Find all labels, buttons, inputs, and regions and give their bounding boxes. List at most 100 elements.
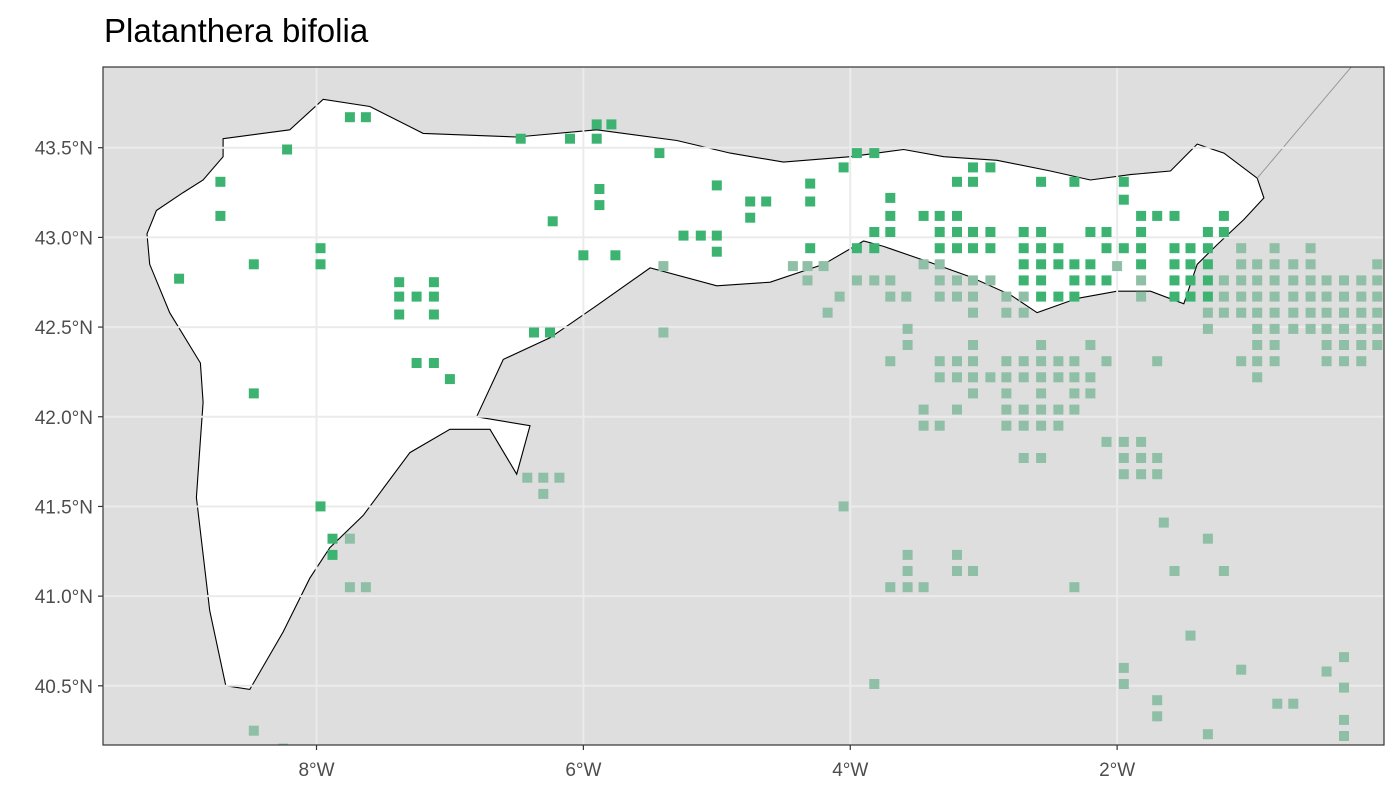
record-point-outside xyxy=(1339,714,1349,725)
record-point-inside xyxy=(985,243,996,254)
x-tick-label: 4°W xyxy=(832,760,868,781)
record-point-inside xyxy=(591,133,602,144)
record-point-inside xyxy=(1169,210,1180,221)
record-point-inside xyxy=(711,246,722,257)
record-point-outside xyxy=(1305,307,1316,318)
record-point-outside xyxy=(968,307,978,318)
record-point-outside xyxy=(885,291,896,302)
record-point-outside xyxy=(934,291,945,302)
record-point-inside xyxy=(1136,227,1147,237)
record-point-outside xyxy=(1356,307,1367,318)
record-point-inside xyxy=(606,119,617,130)
record-point-outside xyxy=(1158,517,1169,528)
record-point-outside xyxy=(1036,453,1047,463)
record-point-outside xyxy=(1053,404,1064,415)
record-point-outside xyxy=(1321,323,1332,334)
record-point-outside xyxy=(1053,356,1064,367)
record-point-outside xyxy=(344,582,355,593)
record-point-inside xyxy=(1136,210,1147,221)
record-point-inside xyxy=(315,259,326,270)
outside-coastline xyxy=(1256,67,1352,179)
record-point-outside xyxy=(522,472,533,483)
record-point-outside xyxy=(1001,307,1012,318)
record-point-outside xyxy=(1018,372,1029,383)
record-point-outside xyxy=(968,340,978,350)
record-point-inside xyxy=(805,243,816,254)
record-point-inside xyxy=(851,243,862,254)
record-point-inside xyxy=(344,112,355,123)
record-point-outside xyxy=(1136,469,1147,480)
record-point-outside xyxy=(1018,453,1029,463)
record-point-outside xyxy=(1339,652,1349,663)
record-point-outside xyxy=(802,261,813,272)
record-point-outside xyxy=(1218,566,1229,576)
record-point-outside xyxy=(554,472,565,483)
record-point-inside xyxy=(444,374,455,385)
record-point-inside xyxy=(315,243,326,254)
record-point-outside xyxy=(1305,259,1316,270)
record-point-outside xyxy=(1269,323,1280,334)
record-point-inside xyxy=(547,216,558,227)
record-point-outside xyxy=(1018,307,1029,318)
record-point-outside xyxy=(1101,356,1112,367)
record-point-outside xyxy=(952,356,962,367)
record-point-outside xyxy=(952,549,962,560)
record-point-outside xyxy=(952,404,962,415)
record-point-outside xyxy=(1272,698,1283,709)
record-point-inside xyxy=(695,230,706,241)
record-point-inside xyxy=(1036,243,1047,254)
record-point-outside xyxy=(1372,275,1383,286)
record-point-outside xyxy=(1252,291,1263,302)
record-point-inside xyxy=(327,549,338,560)
record-point-inside xyxy=(805,196,816,207)
record-point-outside xyxy=(1288,259,1299,270)
record-point-outside xyxy=(952,275,962,286)
record-point-inside xyxy=(1169,243,1180,254)
x-tick-label: 6°W xyxy=(565,760,601,781)
x-tick-label: 8°W xyxy=(298,760,334,781)
record-point-inside xyxy=(1036,176,1047,187)
record-point-outside xyxy=(1339,682,1349,693)
record-point-inside xyxy=(1185,275,1196,286)
record-point-outside xyxy=(952,372,962,383)
record-point-outside xyxy=(1069,388,1080,399)
record-point-inside xyxy=(215,176,226,187)
record-point-inside xyxy=(411,358,422,368)
record-point-outside xyxy=(901,291,912,302)
record-point-outside xyxy=(658,327,669,338)
record-point-inside xyxy=(282,144,293,155)
record-point-inside xyxy=(1101,275,1112,286)
record-point-inside xyxy=(1036,259,1047,270)
record-point-outside xyxy=(1136,275,1147,286)
record-point-outside xyxy=(1152,469,1163,480)
record-point-inside xyxy=(1101,243,1112,254)
record-point-inside xyxy=(428,277,439,288)
record-point-inside xyxy=(711,230,722,241)
record-point-inside xyxy=(1169,291,1180,302)
record-point-outside xyxy=(1372,259,1383,270)
record-point-inside xyxy=(1136,259,1147,270)
record-point-outside xyxy=(934,259,945,270)
record-point-outside xyxy=(1069,356,1080,367)
record-point-outside xyxy=(1269,275,1280,286)
record-point-outside xyxy=(1001,388,1012,399)
record-point-inside xyxy=(869,243,880,254)
record-point-outside xyxy=(1339,323,1349,334)
record-point-outside xyxy=(1069,404,1080,415)
record-point-outside xyxy=(851,275,862,286)
record-point-outside xyxy=(1339,356,1349,367)
record-point-outside xyxy=(1252,340,1263,350)
y-tick-label: 43.5°N xyxy=(35,139,93,160)
record-point-inside xyxy=(1036,227,1047,237)
record-point-inside xyxy=(678,230,689,241)
record-point-inside xyxy=(885,210,896,221)
record-point-outside xyxy=(1136,291,1147,302)
record-point-inside xyxy=(968,176,978,187)
record-point-inside xyxy=(1036,275,1047,286)
record-point-outside xyxy=(1136,453,1147,463)
record-point-inside xyxy=(215,210,226,221)
record-point-outside xyxy=(1356,275,1367,286)
record-point-outside xyxy=(1118,662,1129,673)
record-point-inside xyxy=(952,210,962,221)
record-point-inside xyxy=(591,119,602,130)
